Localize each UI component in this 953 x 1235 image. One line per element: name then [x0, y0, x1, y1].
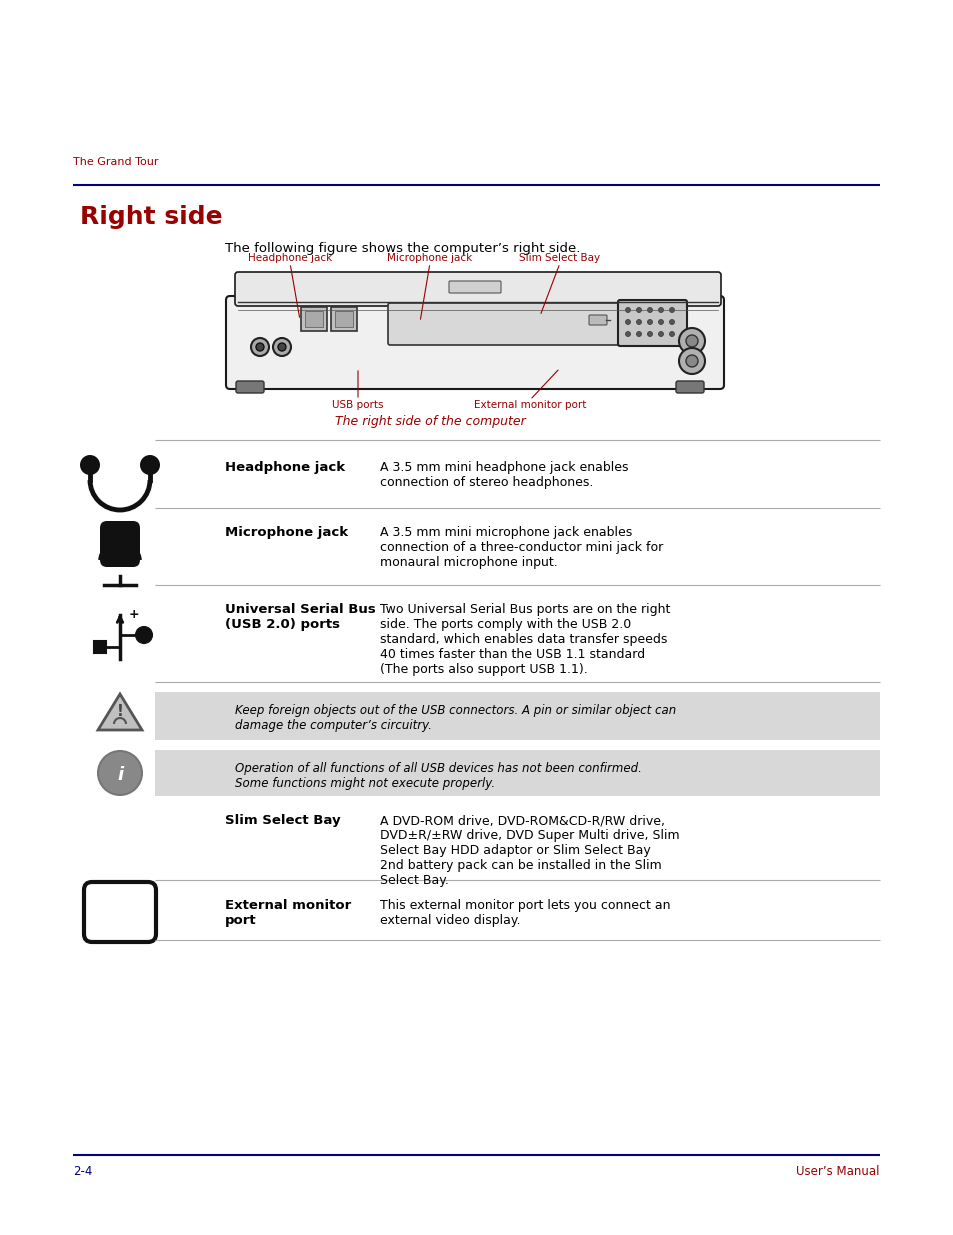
- FancyBboxPatch shape: [335, 311, 353, 327]
- Circle shape: [98, 751, 142, 795]
- Circle shape: [685, 354, 698, 367]
- Text: Two Universal Serial Bus ports are on the right
side. The ports comply with the : Two Universal Serial Bus ports are on th…: [379, 603, 670, 676]
- Text: The right side of the computer: The right side of the computer: [335, 415, 525, 429]
- Circle shape: [636, 308, 640, 312]
- Circle shape: [273, 338, 291, 356]
- Circle shape: [625, 331, 630, 336]
- FancyBboxPatch shape: [226, 296, 723, 389]
- Text: A 3.5 mm mini headphone jack enables
connection of stereo headphones.: A 3.5 mm mini headphone jack enables con…: [379, 461, 628, 489]
- Text: External monitor
port: External monitor port: [225, 899, 351, 927]
- Text: Right side: Right side: [80, 205, 222, 228]
- Circle shape: [647, 308, 652, 312]
- Circle shape: [679, 348, 704, 374]
- Circle shape: [136, 627, 152, 643]
- Text: 2-4: 2-4: [73, 1165, 92, 1178]
- Text: This external monitor port lets you connect an
external video display.: This external monitor port lets you conn…: [379, 899, 670, 927]
- Text: Slim Select Bay: Slim Select Bay: [225, 814, 340, 827]
- Circle shape: [625, 320, 630, 325]
- Circle shape: [685, 335, 698, 347]
- FancyBboxPatch shape: [154, 750, 879, 797]
- Circle shape: [636, 331, 640, 336]
- Circle shape: [669, 308, 674, 312]
- Circle shape: [669, 320, 674, 325]
- FancyBboxPatch shape: [618, 300, 686, 346]
- Text: Microphone jack: Microphone jack: [225, 526, 348, 538]
- FancyBboxPatch shape: [676, 382, 703, 393]
- Circle shape: [277, 343, 286, 351]
- Text: User’s Manual: User’s Manual: [796, 1165, 879, 1178]
- Circle shape: [625, 308, 630, 312]
- Text: A DVD-ROM drive, DVD-ROM&CD-R/RW drive,
DVD±R/±RW drive, DVD Super Multi drive, : A DVD-ROM drive, DVD-ROM&CD-R/RW drive, …: [379, 814, 679, 887]
- FancyBboxPatch shape: [84, 882, 156, 942]
- Circle shape: [647, 320, 652, 325]
- Text: Operation of all functions of all USB devices has not been confirmed.
Some funct: Operation of all functions of all USB de…: [234, 762, 641, 790]
- FancyBboxPatch shape: [94, 641, 106, 653]
- Circle shape: [679, 329, 704, 354]
- Text: i: i: [118, 766, 124, 784]
- FancyBboxPatch shape: [449, 282, 500, 293]
- Circle shape: [251, 338, 269, 356]
- Text: A 3.5 mm mini microphone jack enables
connection of a three-conductor mini jack : A 3.5 mm mini microphone jack enables co…: [379, 526, 662, 569]
- FancyBboxPatch shape: [388, 303, 621, 345]
- FancyBboxPatch shape: [331, 308, 356, 331]
- Text: Microphone jack: Microphone jack: [387, 253, 472, 263]
- Circle shape: [80, 454, 100, 475]
- Polygon shape: [98, 694, 142, 730]
- Text: Slim Select Bay: Slim Select Bay: [518, 253, 600, 263]
- Text: External monitor port: External monitor port: [474, 400, 585, 410]
- Text: Headphone jack: Headphone jack: [248, 253, 332, 263]
- Text: Keep foreign objects out of the USB connectors. A pin or similar object can
dama: Keep foreign objects out of the USB conn…: [234, 704, 676, 732]
- Text: The Grand Tour: The Grand Tour: [73, 157, 158, 167]
- Circle shape: [636, 320, 640, 325]
- Text: Headphone jack: Headphone jack: [225, 461, 345, 474]
- Circle shape: [647, 331, 652, 336]
- FancyBboxPatch shape: [154, 692, 879, 740]
- FancyBboxPatch shape: [234, 272, 720, 306]
- Circle shape: [658, 308, 662, 312]
- Circle shape: [658, 331, 662, 336]
- FancyBboxPatch shape: [100, 521, 140, 567]
- Text: Universal Serial Bus
(USB 2.0) ports: Universal Serial Bus (USB 2.0) ports: [225, 603, 375, 631]
- Circle shape: [658, 320, 662, 325]
- FancyBboxPatch shape: [588, 315, 606, 325]
- FancyBboxPatch shape: [305, 311, 323, 327]
- Circle shape: [255, 343, 264, 351]
- Circle shape: [669, 331, 674, 336]
- FancyBboxPatch shape: [235, 382, 264, 393]
- Text: USB ports: USB ports: [332, 400, 383, 410]
- Text: The following figure shows the computer’s right side.: The following figure shows the computer’…: [225, 242, 579, 254]
- Text: +: +: [129, 609, 139, 621]
- Text: !: !: [116, 704, 123, 720]
- Circle shape: [140, 454, 160, 475]
- FancyBboxPatch shape: [301, 308, 327, 331]
